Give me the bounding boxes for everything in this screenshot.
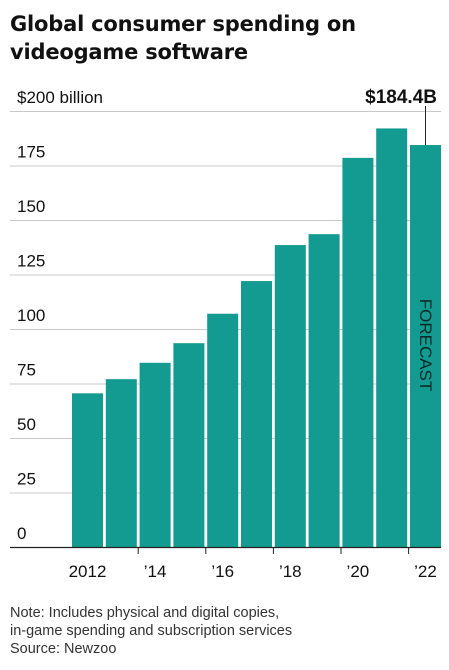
bar-2018 bbox=[274, 245, 306, 547]
x-tick-label: ’20 bbox=[347, 562, 370, 581]
y-tick-label: 150 bbox=[17, 197, 45, 216]
y-tick-label: 175 bbox=[17, 143, 45, 162]
x-tick-label: ’16 bbox=[211, 562, 234, 581]
y-tick-label: 100 bbox=[17, 306, 45, 325]
bar-2017 bbox=[241, 281, 272, 547]
bar-2019 bbox=[308, 234, 340, 548]
x-tick-label: 2012 bbox=[69, 562, 107, 581]
x-tick-label: ’18 bbox=[279, 562, 302, 581]
bar-2012 bbox=[72, 393, 103, 547]
chart-title: Global consumer spending on videogame so… bbox=[10, 10, 440, 66]
y-tick-label: 125 bbox=[17, 252, 45, 271]
bar-2021 bbox=[376, 128, 408, 547]
source-line: Source: Newzoo bbox=[10, 641, 117, 657]
y-tick-label: 50 bbox=[17, 415, 36, 434]
note-line-1: Note: Includes physical and digital copi… bbox=[10, 605, 280, 621]
y-tick-label: 0 bbox=[17, 524, 26, 543]
bar-2014 bbox=[139, 362, 171, 547]
chart-title-line-1: Global consumer spending on bbox=[10, 12, 356, 36]
bar-2020 bbox=[342, 157, 374, 547]
chart-title-line-2: videogame software bbox=[10, 40, 248, 64]
forecast-label: FORECAST bbox=[416, 299, 435, 392]
bar-2022 bbox=[410, 145, 441, 547]
x-tick-label: ’14 bbox=[144, 562, 167, 581]
chart-notes: Note: Includes physical and digital copi… bbox=[10, 604, 440, 658]
callout-value-label: $184.4B bbox=[365, 87, 437, 108]
y-tick-label: $200 billion bbox=[17, 88, 103, 107]
bar-2016 bbox=[207, 313, 239, 547]
x-tick-label: ’22 bbox=[414, 562, 437, 581]
bar-2013 bbox=[105, 379, 137, 547]
y-tick-label: 25 bbox=[17, 470, 36, 489]
bar-2015 bbox=[173, 343, 205, 547]
y-tick-label: 75 bbox=[17, 361, 36, 380]
note-line-2: in-game spending and subscription servic… bbox=[10, 623, 293, 639]
